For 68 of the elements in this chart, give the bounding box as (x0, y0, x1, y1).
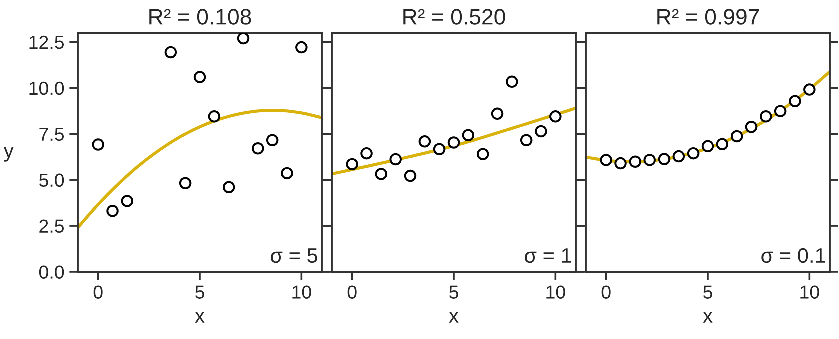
point (346, 158, 358, 171)
point (222, 181, 236, 194)
point (760, 110, 772, 123)
point (550, 110, 562, 123)
point (121, 195, 134, 208)
point (296, 41, 308, 54)
x-tick-label: 10 (800, 286, 820, 299)
x-tick-label: 0 (602, 286, 611, 299)
point (658, 153, 671, 166)
point (491, 108, 504, 120)
point (106, 205, 119, 218)
y-axis-title: y (4, 147, 14, 162)
y-tick-label: 2.5 (40, 220, 64, 234)
point (375, 168, 388, 180)
point (629, 156, 642, 168)
point (804, 84, 816, 96)
point (237, 33, 250, 45)
point (702, 140, 714, 153)
x-tick-label: 10 (292, 286, 312, 299)
x-tick-label: 5 (450, 286, 458, 299)
chart-title: R² = 0.997 (658, 9, 760, 25)
x-tick-label: 10 (546, 286, 566, 299)
point (433, 143, 446, 156)
x-tick-label: 0 (348, 286, 357, 299)
y-tick-label: 12.5 (30, 36, 64, 50)
point (266, 134, 279, 146)
point (745, 121, 758, 134)
x-tick-label: 5 (196, 286, 204, 299)
y-tick-label: 0.0 (39, 266, 64, 279)
point (194, 71, 206, 84)
y-tick-label: 7.5 (40, 128, 64, 142)
chart-title: R² = 0.108 (150, 9, 252, 25)
x-axis-title: x (703, 312, 713, 323)
point (476, 148, 490, 160)
point (600, 154, 612, 166)
point (520, 134, 533, 146)
point (462, 129, 475, 142)
point (92, 138, 104, 151)
point (448, 136, 460, 149)
y-tick-label: 5.0 (39, 174, 64, 188)
point (644, 154, 656, 166)
point (774, 105, 787, 118)
x-tick-label: 5 (704, 286, 712, 299)
point (614, 157, 627, 170)
x-tick-label: 0 (94, 286, 103, 299)
point (716, 138, 729, 151)
point (281, 167, 294, 180)
annotation: σ = 0.1 (762, 248, 826, 264)
chart-title: R² = 0.520 (404, 9, 506, 25)
point (252, 142, 264, 155)
point (179, 177, 192, 190)
point (164, 46, 178, 59)
point (535, 125, 548, 138)
x-axis-title: x (195, 312, 205, 323)
x-axis-title: x (449, 312, 459, 323)
point (506, 76, 518, 88)
annotation: σ = 1 (525, 248, 572, 264)
point (730, 130, 744, 143)
annotation: σ = 5 (271, 248, 318, 264)
point (672, 150, 686, 163)
point (360, 147, 373, 160)
point (404, 170, 417, 182)
y-tick-label: 10.0 (30, 82, 64, 96)
point (418, 136, 432, 148)
point (789, 95, 802, 108)
point (208, 110, 221, 123)
point (390, 153, 402, 166)
point (687, 147, 700, 160)
